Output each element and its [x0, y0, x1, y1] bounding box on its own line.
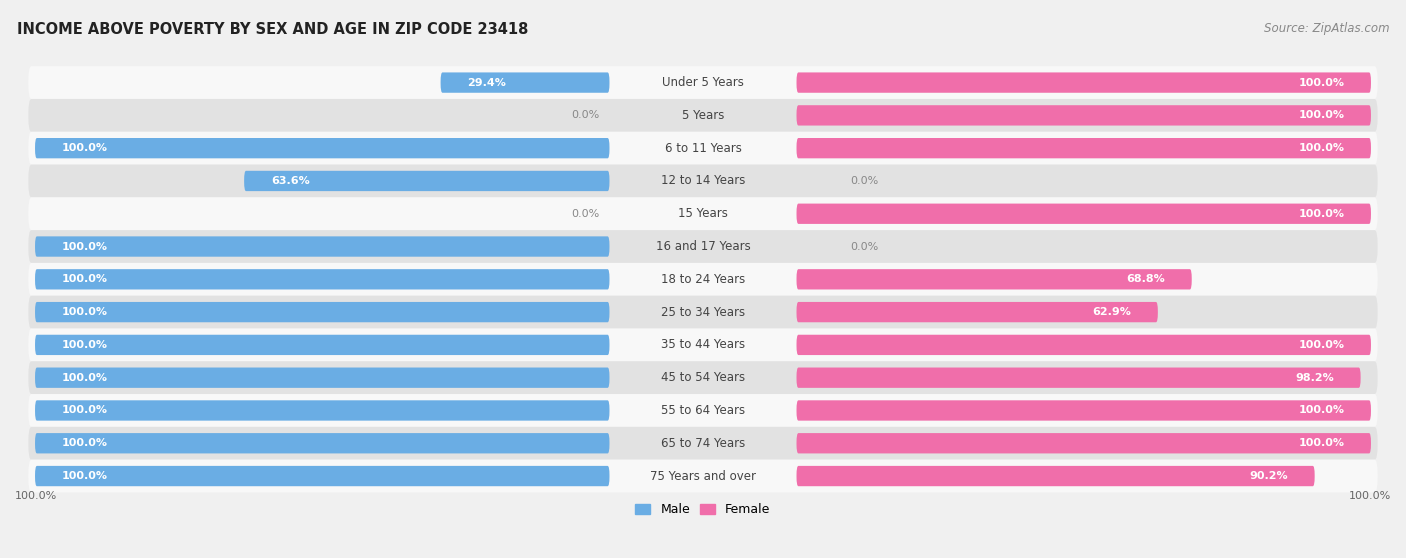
FancyBboxPatch shape	[797, 302, 1159, 323]
Text: 100.0%: 100.0%	[1298, 438, 1344, 448]
FancyBboxPatch shape	[245, 171, 609, 191]
Text: 18 to 24 Years: 18 to 24 Years	[661, 273, 745, 286]
Text: 16 and 17 Years: 16 and 17 Years	[655, 240, 751, 253]
FancyBboxPatch shape	[28, 329, 1378, 361]
FancyBboxPatch shape	[28, 99, 1378, 132]
FancyBboxPatch shape	[440, 73, 609, 93]
Text: 0.0%: 0.0%	[571, 209, 599, 219]
Text: 98.2%: 98.2%	[1295, 373, 1334, 383]
Text: INCOME ABOVE POVERTY BY SEX AND AGE IN ZIP CODE 23418: INCOME ABOVE POVERTY BY SEX AND AGE IN Z…	[17, 22, 529, 37]
Text: 29.4%: 29.4%	[467, 78, 506, 88]
Text: Source: ZipAtlas.com: Source: ZipAtlas.com	[1264, 22, 1389, 35]
Text: 25 to 34 Years: 25 to 34 Years	[661, 306, 745, 319]
FancyBboxPatch shape	[28, 230, 1378, 263]
Text: 5 Years: 5 Years	[682, 109, 724, 122]
FancyBboxPatch shape	[35, 433, 609, 454]
FancyBboxPatch shape	[28, 66, 1378, 99]
FancyBboxPatch shape	[28, 296, 1378, 329]
FancyBboxPatch shape	[797, 400, 1371, 421]
Text: 100.0%: 100.0%	[1298, 110, 1344, 121]
Text: 100.0%: 100.0%	[62, 438, 108, 448]
FancyBboxPatch shape	[797, 269, 1192, 290]
Text: 100.0%: 100.0%	[62, 242, 108, 252]
Text: 45 to 54 Years: 45 to 54 Years	[661, 371, 745, 384]
Text: 35 to 44 Years: 35 to 44 Years	[661, 338, 745, 352]
Text: 55 to 64 Years: 55 to 64 Years	[661, 404, 745, 417]
FancyBboxPatch shape	[35, 335, 609, 355]
FancyBboxPatch shape	[797, 73, 1371, 93]
Text: 63.6%: 63.6%	[271, 176, 309, 186]
FancyBboxPatch shape	[35, 368, 609, 388]
Text: 100.0%: 100.0%	[62, 143, 108, 153]
FancyBboxPatch shape	[28, 165, 1378, 198]
Text: 0.0%: 0.0%	[851, 176, 879, 186]
FancyBboxPatch shape	[35, 138, 609, 158]
Text: 12 to 14 Years: 12 to 14 Years	[661, 175, 745, 187]
FancyBboxPatch shape	[28, 198, 1378, 230]
Text: 0.0%: 0.0%	[851, 242, 879, 252]
Text: 65 to 74 Years: 65 to 74 Years	[661, 437, 745, 450]
FancyBboxPatch shape	[28, 263, 1378, 296]
Text: 100.0%: 100.0%	[1298, 340, 1344, 350]
FancyBboxPatch shape	[797, 368, 1361, 388]
Text: 0.0%: 0.0%	[571, 110, 599, 121]
Text: 90.2%: 90.2%	[1250, 471, 1288, 481]
Text: 100.0%: 100.0%	[62, 340, 108, 350]
Text: 100.0%: 100.0%	[1298, 78, 1344, 88]
FancyBboxPatch shape	[35, 269, 609, 290]
Text: 68.8%: 68.8%	[1126, 275, 1166, 285]
FancyBboxPatch shape	[797, 466, 1315, 486]
Legend: Male, Female: Male, Female	[630, 498, 776, 521]
FancyBboxPatch shape	[28, 460, 1378, 493]
FancyBboxPatch shape	[28, 361, 1378, 394]
Text: 100.0%: 100.0%	[62, 275, 108, 285]
FancyBboxPatch shape	[28, 394, 1378, 427]
Text: 100.0%: 100.0%	[15, 492, 58, 502]
Text: 100.0%: 100.0%	[62, 307, 108, 317]
FancyBboxPatch shape	[35, 400, 609, 421]
FancyBboxPatch shape	[35, 466, 609, 486]
Text: 100.0%: 100.0%	[1348, 492, 1391, 502]
Text: 75 Years and over: 75 Years and over	[650, 469, 756, 483]
FancyBboxPatch shape	[797, 138, 1371, 158]
Text: 100.0%: 100.0%	[1298, 406, 1344, 416]
Text: Under 5 Years: Under 5 Years	[662, 76, 744, 89]
Text: 15 Years: 15 Years	[678, 207, 728, 220]
FancyBboxPatch shape	[35, 302, 609, 323]
FancyBboxPatch shape	[35, 237, 609, 257]
FancyBboxPatch shape	[797, 335, 1371, 355]
Text: 100.0%: 100.0%	[62, 406, 108, 416]
FancyBboxPatch shape	[28, 132, 1378, 165]
Text: 100.0%: 100.0%	[62, 373, 108, 383]
Text: 100.0%: 100.0%	[62, 471, 108, 481]
FancyBboxPatch shape	[797, 105, 1371, 126]
FancyBboxPatch shape	[797, 433, 1371, 454]
Text: 6 to 11 Years: 6 to 11 Years	[665, 142, 741, 155]
FancyBboxPatch shape	[28, 427, 1378, 460]
Text: 100.0%: 100.0%	[1298, 209, 1344, 219]
Text: 62.9%: 62.9%	[1092, 307, 1130, 317]
FancyBboxPatch shape	[797, 204, 1371, 224]
Text: 100.0%: 100.0%	[1298, 143, 1344, 153]
